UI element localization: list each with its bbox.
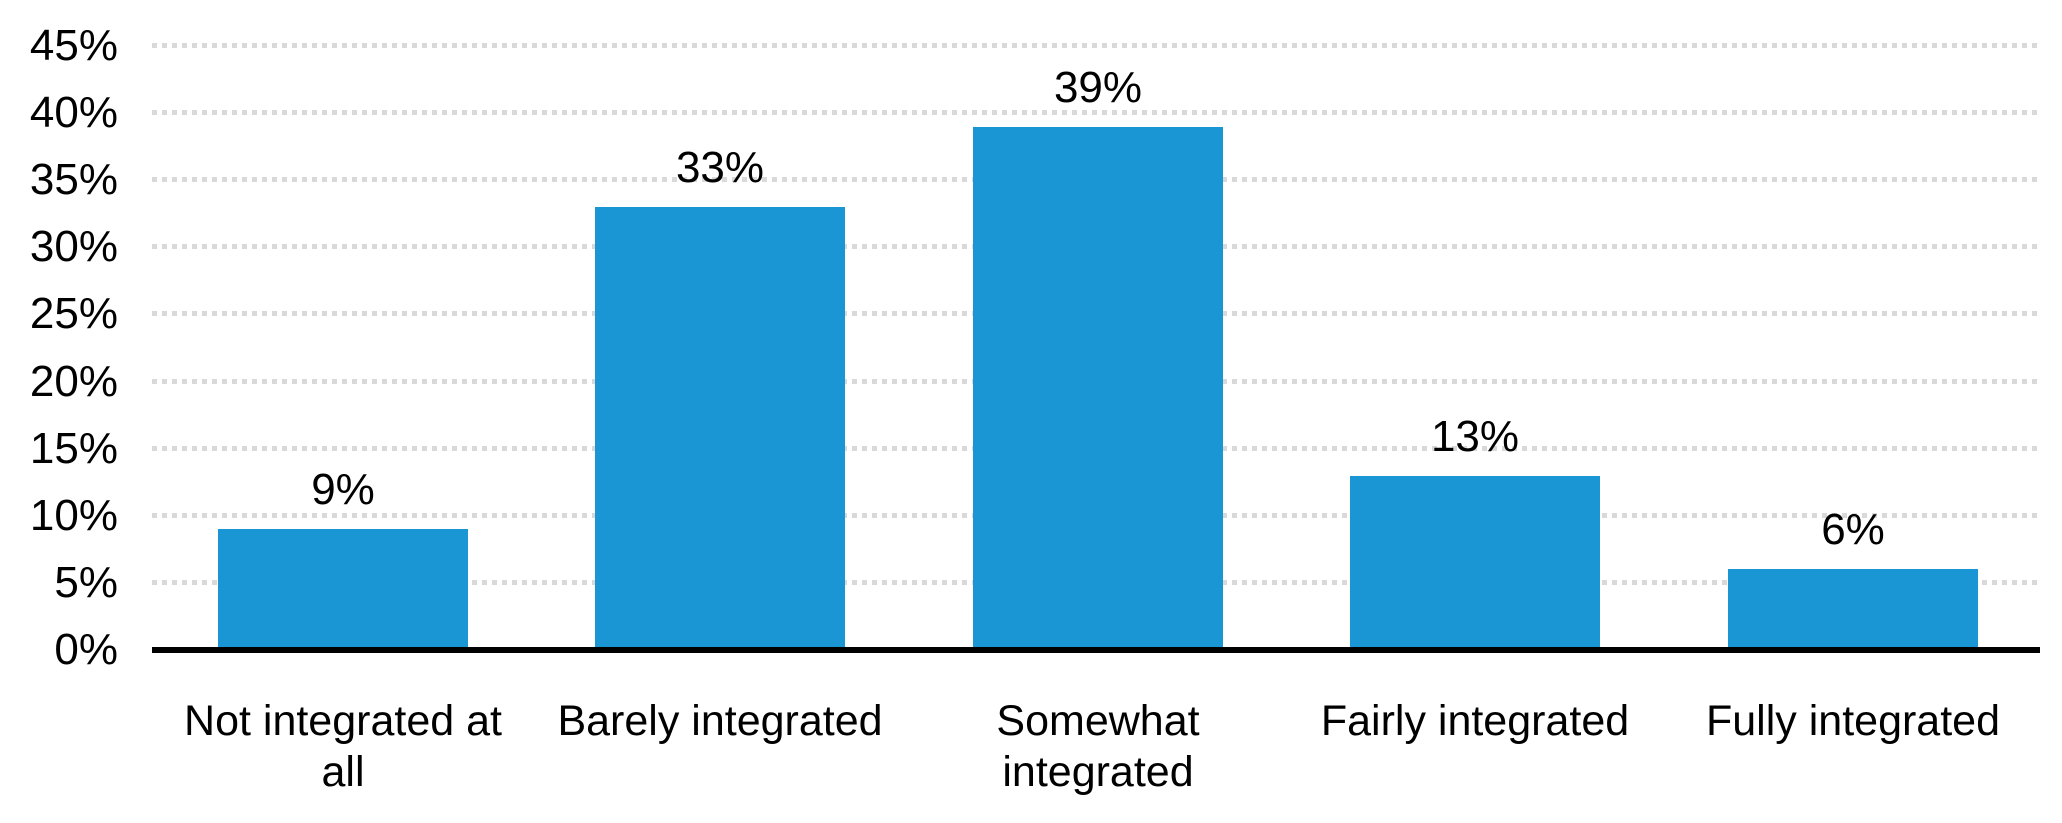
y-axis-tick-label: 20% — [29, 356, 118, 406]
x-axis-category-label-line: all — [321, 748, 365, 796]
gridline-40% — [152, 110, 2040, 116]
y-axis-tick-label: 35% — [29, 155, 118, 205]
y-axis-tick-label: 40% — [29, 88, 118, 138]
y-axis-tick-label: 10% — [29, 490, 118, 540]
y-axis-tick-label: 0% — [54, 625, 118, 674]
x-axis-category-label-not-integrated-at-all: Not integrated at all — [123, 696, 563, 798]
gridline-45% — [152, 43, 2040, 48]
y-axis-tick-label: 25% — [29, 289, 118, 339]
x-axis-category-label-line: Somewhat — [996, 697, 1200, 745]
y-axis-tick-label: 45% — [29, 21, 118, 70]
bar-somewhat-integrated — [973, 126, 1223, 650]
x-axis-category-label-line: integrated — [1002, 748, 1194, 796]
y-axis-tick-label: 30% — [29, 222, 118, 272]
bar-fairly-integrated — [1350, 475, 1600, 650]
bar-barely-integrated — [595, 207, 845, 650]
bar-fully-integrated — [1728, 569, 1978, 650]
x-axis-category-label-line: Barely integrated — [557, 697, 883, 745]
x-axis-category-label-fairly-integrated: Fairly integrated — [1255, 696, 1695, 747]
x-axis-category-label-fully-integrated: Fully integrated — [1633, 696, 2062, 747]
y-axis-tick-label: 15% — [29, 423, 118, 473]
bar-value-label: 13% — [1430, 411, 1520, 461]
x-axis-category-label-somewhat-integrated: Somewhat integrated — [878, 696, 1318, 798]
y-axis-tick-label: 5% — [54, 557, 118, 607]
bar-value-label: 33% — [675, 143, 765, 193]
x-axis-category-label-line: Fairly integrated — [1320, 697, 1630, 745]
bar-value-label: 6% — [1821, 505, 1885, 555]
x-axis-category-label-barely-integrated: Barely integrated — [500, 696, 940, 747]
x-axis-line — [152, 647, 2040, 653]
x-axis-category-label-line: Fully integrated — [1706, 697, 2000, 745]
bar-value-label: 39% — [1053, 62, 1143, 112]
bar-not-integrated-at-all — [218, 529, 468, 650]
bar-value-label: 9% — [311, 465, 375, 515]
x-axis-category-label-line: Not integrated at — [184, 697, 502, 745]
